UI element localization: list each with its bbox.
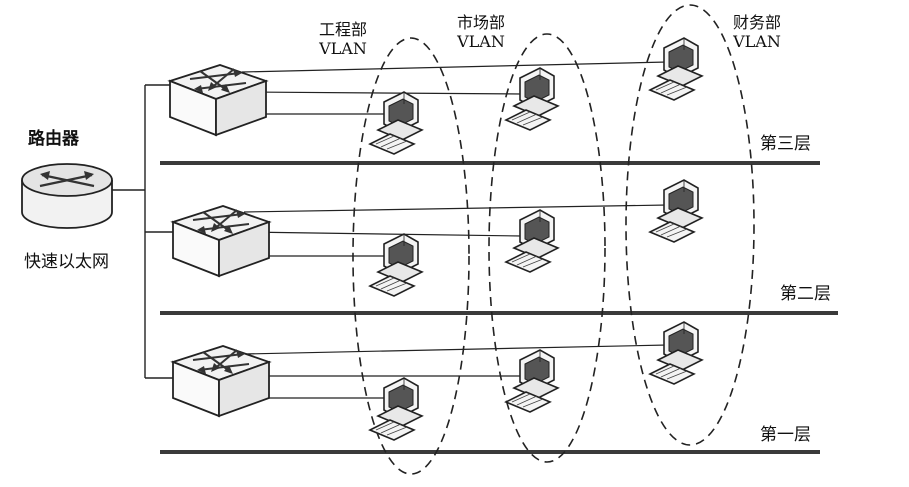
vlan-engineering-label: 工程部 VLAN [308,20,378,58]
router-label: 路由器 [28,129,79,149]
pc-floor3-engineering-icon [369,91,423,155]
pc-floor2-engineering-icon [369,233,423,297]
switch-floor-1-icon [172,345,270,417]
pc-floor1-finance-icon [649,321,703,385]
vlan-marketing-ellipse [488,33,606,463]
vlan-marketing-name: 市场部 [456,13,505,32]
vlan-marketing-label: 市场部 VLAN [446,13,516,51]
floor-3-label: 第三层 [760,134,811,154]
pc-floor2-marketing-icon [505,209,559,273]
switch-floor-2-icon [172,205,270,277]
floor-1-label: 第一层 [760,425,811,445]
pc-floor1-engineering-icon [369,377,423,441]
router-icon [21,163,113,229]
vlan-engineering-tag: VLAN [319,39,367,58]
switch-floor-3-icon [169,64,267,136]
vlan-finance-name: 财务部 [732,13,781,32]
pc-floor3-marketing-icon [505,67,559,131]
vlan-finance-ellipse [625,4,755,446]
vlan-engineering-ellipse [352,37,470,475]
vlan-finance-tag: VLAN [733,32,781,51]
pc-floor1-marketing-icon [505,349,559,413]
pc-floor3-finance-icon [649,37,703,101]
pc-floor2-finance-icon [649,179,703,243]
floor-2-label: 第二层 [780,284,831,304]
network-label: 快速以太网 [24,252,109,272]
trunk-lines [110,84,175,379]
vlan-engineering-name: 工程部 [318,20,367,39]
vlan-finance-label: 财务部 VLAN [722,13,792,51]
vlan-marketing-tag: VLAN [457,32,505,51]
